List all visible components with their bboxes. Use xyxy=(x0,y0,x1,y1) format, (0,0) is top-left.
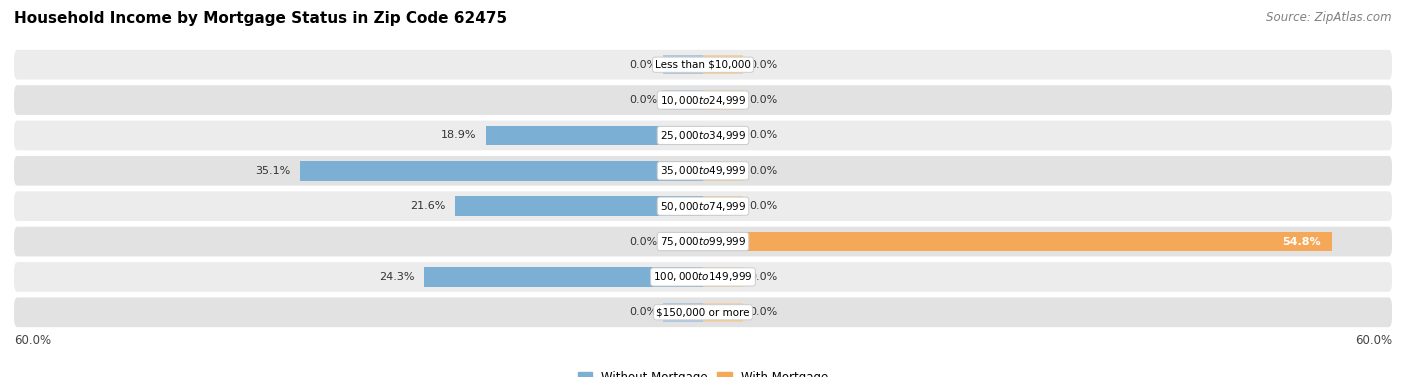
Legend: Without Mortgage, With Mortgage: Without Mortgage, With Mortgage xyxy=(574,366,832,377)
Text: 0.0%: 0.0% xyxy=(749,60,778,70)
Bar xyxy=(703,161,744,181)
Text: 60.0%: 60.0% xyxy=(1355,334,1392,346)
FancyBboxPatch shape xyxy=(14,121,1392,150)
Text: 21.6%: 21.6% xyxy=(411,201,446,211)
Text: 0.0%: 0.0% xyxy=(749,95,778,105)
Bar xyxy=(662,55,703,74)
Text: $10,000 to $24,999: $10,000 to $24,999 xyxy=(659,93,747,107)
FancyBboxPatch shape xyxy=(14,85,1392,115)
Bar xyxy=(703,55,744,74)
Text: 0.0%: 0.0% xyxy=(749,272,778,282)
Text: $150,000 or more: $150,000 or more xyxy=(657,307,749,317)
Text: 0.0%: 0.0% xyxy=(628,236,657,247)
Bar xyxy=(456,196,703,216)
FancyBboxPatch shape xyxy=(14,262,1392,292)
Text: 35.1%: 35.1% xyxy=(256,166,291,176)
Text: 0.0%: 0.0% xyxy=(749,130,778,141)
Bar xyxy=(299,161,703,181)
Text: 0.0%: 0.0% xyxy=(749,307,778,317)
Text: 18.9%: 18.9% xyxy=(441,130,477,141)
Text: $50,000 to $74,999: $50,000 to $74,999 xyxy=(659,200,747,213)
Text: $75,000 to $99,999: $75,000 to $99,999 xyxy=(659,235,747,248)
Bar xyxy=(703,232,1333,251)
Text: Source: ZipAtlas.com: Source: ZipAtlas.com xyxy=(1267,11,1392,24)
Text: $25,000 to $34,999: $25,000 to $34,999 xyxy=(659,129,747,142)
Bar xyxy=(703,303,744,322)
Text: 0.0%: 0.0% xyxy=(749,201,778,211)
FancyBboxPatch shape xyxy=(14,50,1392,80)
Text: Household Income by Mortgage Status in Zip Code 62475: Household Income by Mortgage Status in Z… xyxy=(14,11,508,26)
Bar xyxy=(703,90,744,110)
FancyBboxPatch shape xyxy=(14,297,1392,327)
Text: 0.0%: 0.0% xyxy=(628,307,657,317)
Bar xyxy=(703,196,744,216)
FancyBboxPatch shape xyxy=(14,156,1392,185)
Text: $35,000 to $49,999: $35,000 to $49,999 xyxy=(659,164,747,177)
Text: $100,000 to $149,999: $100,000 to $149,999 xyxy=(654,270,752,284)
Text: Less than $10,000: Less than $10,000 xyxy=(655,60,751,70)
Text: 0.0%: 0.0% xyxy=(628,95,657,105)
FancyBboxPatch shape xyxy=(14,192,1392,221)
Text: 0.0%: 0.0% xyxy=(749,166,778,176)
Text: 54.8%: 54.8% xyxy=(1282,236,1320,247)
Bar xyxy=(662,90,703,110)
Bar xyxy=(703,267,744,287)
Text: 0.0%: 0.0% xyxy=(628,60,657,70)
Bar xyxy=(703,126,744,145)
FancyBboxPatch shape xyxy=(14,227,1392,256)
Bar xyxy=(662,232,703,251)
Bar xyxy=(662,303,703,322)
Bar xyxy=(486,126,703,145)
Text: 60.0%: 60.0% xyxy=(14,334,51,346)
Text: 24.3%: 24.3% xyxy=(380,272,415,282)
Bar xyxy=(425,267,703,287)
